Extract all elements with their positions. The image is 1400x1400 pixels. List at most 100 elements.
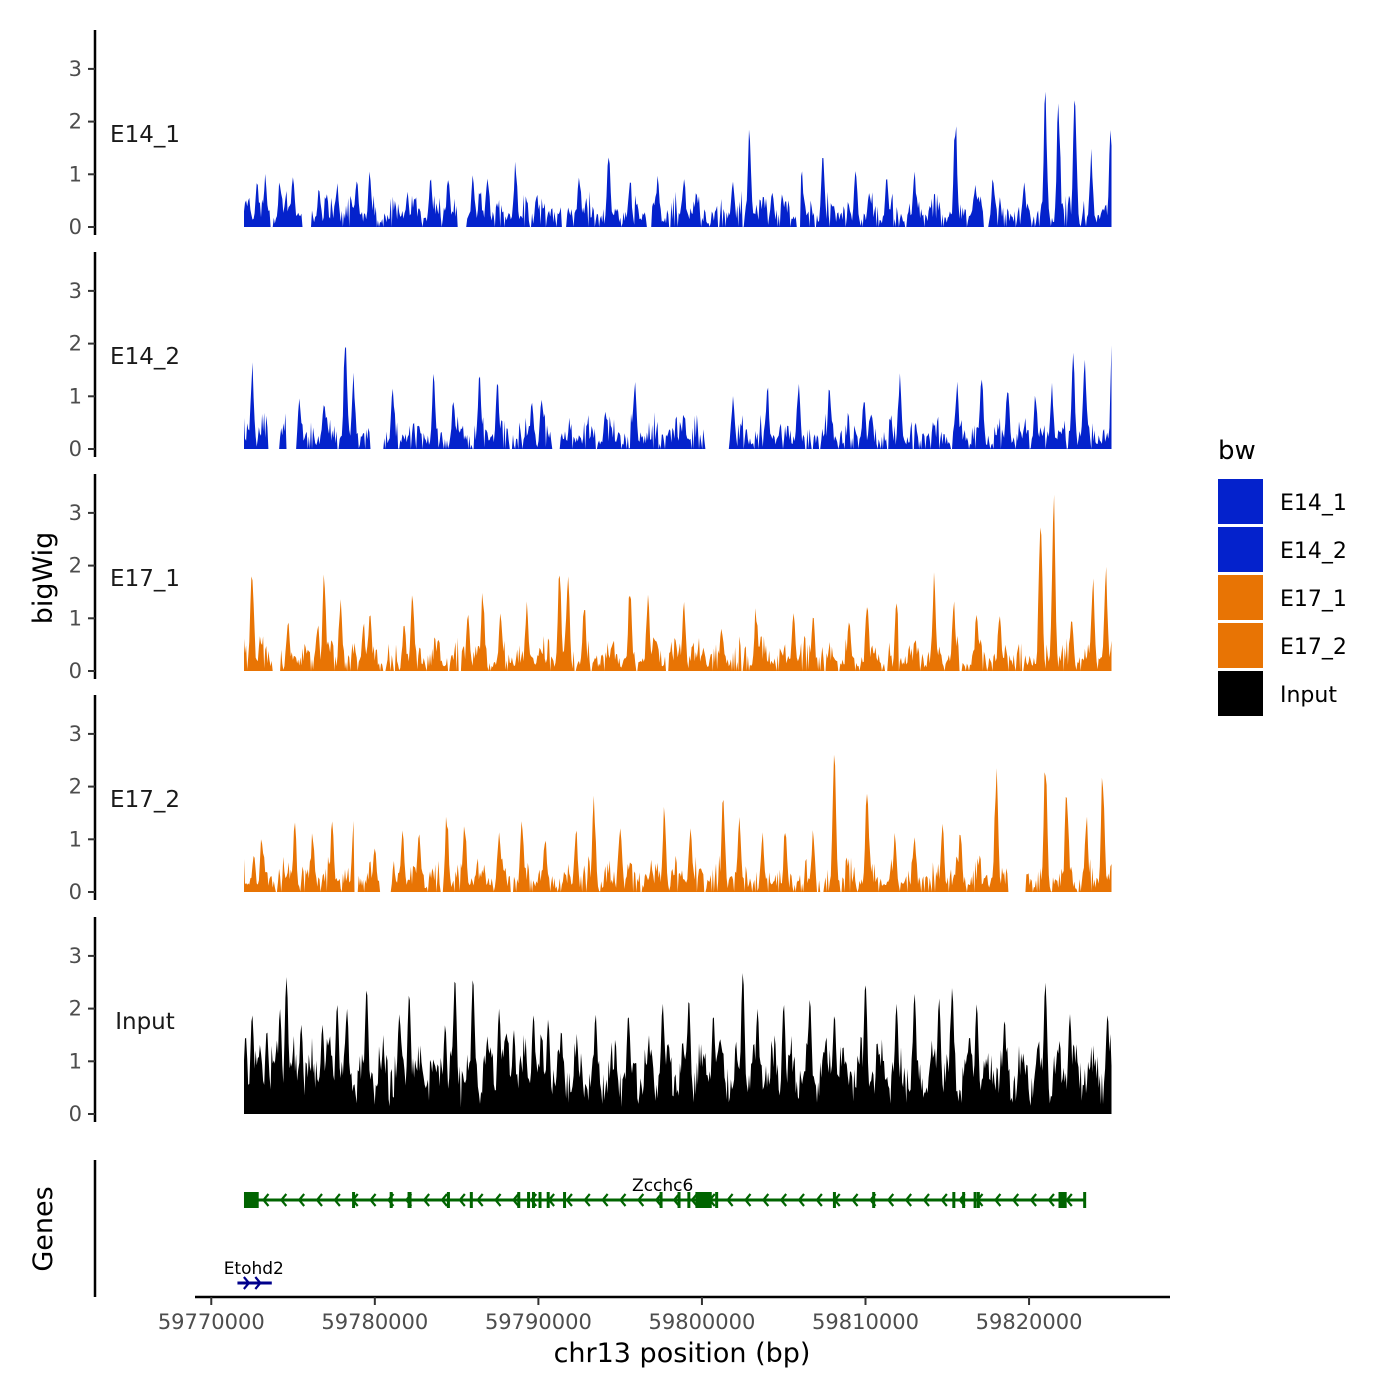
y-tick-label: 2 [69,775,82,799]
y-tick-label: 3 [69,501,82,525]
x-axis-title: chr13 position (bp) [554,1338,811,1369]
strand-arrow [815,1193,823,1207]
strand-arrow [619,1193,627,1207]
gene-exon [715,1192,719,1208]
gene-exon [538,1192,542,1208]
legend-item: E14_1 [1218,479,1347,524]
gene-exon [1083,1192,1087,1208]
y-tick-label: 3 [69,722,82,746]
legend-label: Input [1280,683,1337,708]
legend-swatch [1218,479,1263,524]
signal-area-e14-1 [244,91,1112,227]
strand-arrow [494,1193,502,1207]
gene-exon [563,1192,567,1208]
gene-exon [952,1192,956,1208]
x-axis-ticks: 59770000 59780000 59790000 59800000 59810000… [158,1297,1083,1334]
signal-area-e17-1 [244,494,1112,671]
strand-arrow [1047,1193,1055,1207]
gene-label: Etohd2 [224,1259,284,1279]
strand-arrow [993,1193,1002,1207]
gene-etohd2: Etohd2 [224,1259,284,1290]
y-tick-label: 0 [69,215,82,239]
x-tick-label: 59790000 [485,1310,592,1334]
strand-arrow [458,1193,466,1207]
strand-arrow [315,1193,323,1207]
y-tick-label: 0 [69,880,82,904]
y-tick-label: 1 [69,384,82,408]
strand-arrow [369,1193,377,1207]
strand-arrow [672,1193,680,1207]
gene-exon [973,1192,977,1208]
legend-swatch [1218,527,1263,572]
legend-title: bw [1218,436,1256,466]
legend-label: E17_2 [1280,635,1347,660]
gene-exon [243,1192,259,1208]
gene-models: Zcchc6 Etohd2 [224,1176,1087,1290]
strand-arrow [1065,1193,1073,1207]
strand-arrow [254,1276,262,1290]
track-e14-2: 0 1 2 3 E14_2 [69,252,1112,461]
x-tick-label: 59770000 [158,1310,265,1334]
x-tick-label: 59800000 [648,1310,755,1334]
x-axis: 59770000 59780000 59790000 59800000 59810000… [158,1295,1170,1369]
y-tick-label: 2 [69,997,82,1021]
strand-arrow [636,1193,645,1207]
strand-arrow [654,1193,663,1207]
gene-zcchc6: Zcchc6 [243,1176,1087,1208]
track-label: Input [115,1009,175,1035]
genes-axis-title: Genes [28,1186,59,1271]
gene-exon [546,1192,550,1208]
track-label: E14_2 [110,344,180,370]
signal-area-e14-2 [244,345,1112,449]
legend-item: E17_2 [1218,623,1347,668]
strand-arrow [476,1193,484,1207]
strand-arrow [726,1193,734,1207]
y-tick-label: 0 [69,1102,82,1126]
y-axis-title: bigWig [28,532,59,625]
y-tick-label: 1 [69,1049,82,1073]
gene-exon [469,1192,473,1208]
strand-arrow [440,1193,448,1207]
track-label: E17_1 [110,566,180,592]
gene-exon [1058,1192,1067,1208]
gene-exon [446,1192,450,1208]
legend-item: E17_1 [1218,575,1347,620]
legend-swatch [1218,623,1263,668]
strand-arrow [243,1276,251,1290]
strand-arrow [279,1193,288,1207]
y-tick-label: 2 [69,554,82,578]
track-label: E17_2 [110,787,180,813]
strand-arrow [1011,1193,1020,1207]
strand-arrow [922,1193,930,1207]
strand-arrow [262,1193,270,1207]
track-input: 0 1 2 3 Input [69,917,1112,1126]
strand-arrow [851,1193,859,1207]
legend-items: E14_1 E14_2 E17_1 E17_2 Input [1218,479,1347,716]
track-label: E14_1 [110,122,180,148]
y-tick-label: 1 [69,827,82,851]
track-e14-1: 0 1 2 3 E14_1 [69,30,1112,239]
gene-exon [962,1192,966,1208]
genes-panel: Genes Zcchc6 Etohd2 [28,1160,1087,1297]
gene-exon [659,1192,663,1208]
strand-arrow [886,1193,895,1207]
strand-arrow [583,1193,591,1207]
legend-swatch [1218,575,1263,620]
strand-arrow [511,1193,520,1207]
gene-exon [517,1192,521,1208]
strand-arrow [422,1193,430,1207]
y-tick-label: 1 [69,606,82,630]
y-tick-label: 2 [69,332,82,356]
legend-label: E17_1 [1280,587,1347,612]
gene-label: Zcchc6 [632,1176,693,1196]
gene-exon [832,1192,836,1208]
gene-exon [389,1192,393,1208]
strand-arrow [744,1193,752,1207]
gene-exon [695,1192,712,1208]
legend-label: E14_2 [1280,539,1347,564]
x-tick-label: 59780000 [321,1310,428,1334]
gene-exon [407,1192,412,1208]
signal-tracks: 0 1 2 3 E14_1 0 1 2 3 E14_2 0 1 2 3 E17_1 0 1 2 3 E17_2 0 1 2 3… [69,30,1112,1126]
strand-arrow [940,1193,948,1207]
